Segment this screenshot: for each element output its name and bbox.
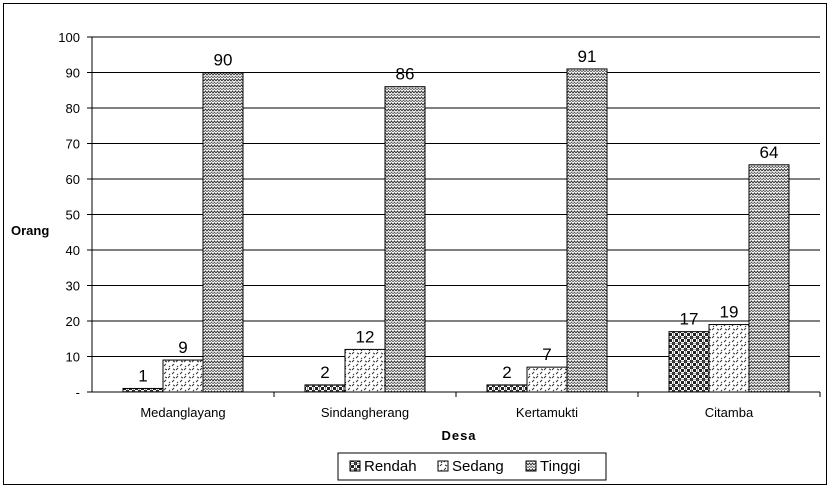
- bar-sedang: [708, 324, 750, 393]
- y-tick-label: 60: [66, 172, 80, 187]
- data-label: 12: [356, 327, 375, 346]
- legend-label: Rendah: [364, 458, 417, 475]
- legend-swatch-rendah: [349, 460, 361, 472]
- y-tick-label: 50: [66, 208, 80, 223]
- bar-rendah: [122, 387, 164, 393]
- bar-sedang: [162, 359, 204, 393]
- legend-swatch-sedang: [437, 460, 449, 472]
- y-tick-label: -: [76, 385, 80, 400]
- y-tick-label: 80: [66, 101, 80, 116]
- bar-tinggi: [748, 164, 790, 393]
- bar-rendah: [486, 384, 528, 393]
- data-label: 86: [396, 65, 415, 84]
- x-axis-title: Desa: [441, 428, 476, 443]
- bar-rendah: [304, 384, 346, 393]
- bars: [122, 68, 790, 393]
- data-label: 2: [320, 363, 329, 382]
- y-tick-label: 70: [66, 137, 80, 152]
- legend-label: Sedang: [452, 458, 504, 475]
- gridlines: [92, 36, 820, 357]
- x-tick-label: Sindangherang: [321, 405, 409, 420]
- data-label: 7: [542, 345, 551, 364]
- data-label: 91: [578, 47, 597, 66]
- bar-tinggi: [566, 68, 608, 393]
- tick-labels: - 10 20 30 40 50 60 70 80 90 100 Medanglayang Sindan…: [58, 30, 754, 420]
- y-axis-title: Orang: [11, 223, 49, 238]
- y-tick-label: 10: [66, 350, 80, 365]
- bar-tinggi: [202, 72, 244, 393]
- data-label: 1: [138, 366, 147, 385]
- x-tick-label: Citamba: [705, 405, 754, 420]
- bar-sedang: [526, 366, 568, 393]
- legend-box: [337, 452, 607, 481]
- x-tick-label: Medanglayang: [140, 405, 225, 420]
- legend-label: Tinggi: [540, 458, 580, 475]
- data-label: 64: [760, 143, 779, 162]
- bar-rendah: [668, 331, 710, 393]
- y-tick-label: 20: [66, 314, 80, 329]
- legend-swatch-tinggi: [525, 460, 537, 472]
- data-label: 90: [214, 51, 233, 70]
- bar-sedang: [344, 348, 386, 393]
- x-tick-label: Kertamukti: [516, 405, 578, 420]
- data-label: 9: [178, 338, 187, 357]
- data-label: 2: [502, 363, 511, 382]
- y-tick-label: 40: [66, 243, 80, 258]
- y-tick-label: 100: [58, 30, 80, 45]
- legend: Rendah Sedang Tinggi: [337, 452, 607, 481]
- data-label: 19: [720, 303, 739, 322]
- bar-tinggi: [384, 86, 426, 393]
- y-tick-label: 30: [66, 279, 80, 294]
- data-label: 17: [680, 310, 699, 329]
- y-tick-label: 90: [66, 66, 80, 81]
